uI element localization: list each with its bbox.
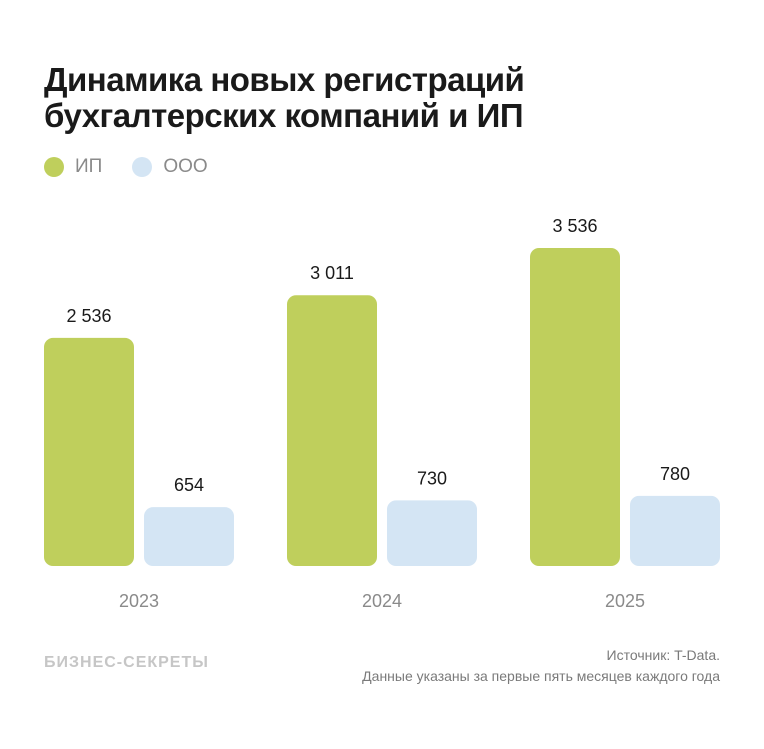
source-text: Источник: T-Data. <box>606 647 720 663</box>
data-label-ip-2024: 3 011 <box>310 263 354 283</box>
title-line-1: Динамика новых регистраций <box>44 61 525 98</box>
legend-label-ooo: ООО <box>163 156 208 177</box>
data-label-ip-2023: 2 536 <box>66 306 111 326</box>
brand-logo: БИЗНЕС-СЕКРЕТЫ <box>44 654 209 671</box>
bar-ooo-2025 <box>630 495 720 566</box>
bar-ooo-2024 <box>387 500 477 566</box>
note-text: Данные указаны за первые пять месяцев ка… <box>362 668 720 684</box>
x-tick-label-2024: 2024 <box>362 591 402 611</box>
data-label-ooo-2024: 730 <box>417 468 447 488</box>
legend: ИП ООО <box>44 156 238 178</box>
title-line-2: бухгалтерских компаний и ИП <box>44 97 524 134</box>
bar-chart: 2 536 654 2023 3 011 730 2024 3 536 780 2025 <box>44 216 720 611</box>
footer-note: Источник: T-Data. Данные указаны за перв… <box>362 645 720 687</box>
legend-swatch-ooo <box>132 157 153 177</box>
legend-item-ooo: ООО <box>132 156 208 178</box>
chart-title: Динамика новых регистраций бухгалтерских… <box>44 61 525 134</box>
x-tick-label-2025: 2025 <box>605 591 645 611</box>
bar-ip-2024 <box>287 295 377 566</box>
bar-ip-2023 <box>44 337 134 566</box>
bar-ooo-2023 <box>144 507 234 566</box>
legend-item-ip: ИП <box>44 156 102 178</box>
data-label-ooo-2025: 780 <box>660 464 690 484</box>
legend-label-ip: ИП <box>75 156 103 177</box>
bar-ip-2025 <box>530 248 620 566</box>
data-label-ip-2025: 3 536 <box>552 216 597 236</box>
legend-swatch-ip <box>44 157 64 177</box>
x-tick-label-2023: 2023 <box>119 591 159 611</box>
data-label-ooo-2023: 654 <box>174 475 204 495</box>
